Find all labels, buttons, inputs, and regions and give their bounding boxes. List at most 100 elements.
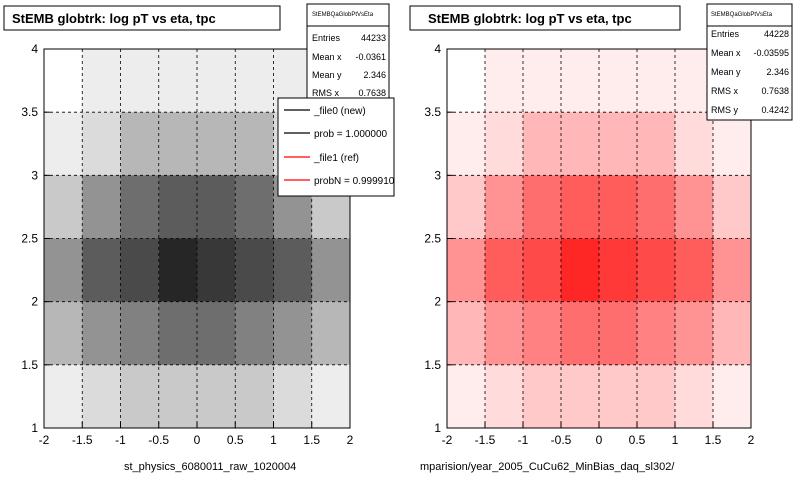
x-tick-label: 0.5: [629, 433, 646, 447]
x-tick-label: 1: [672, 433, 679, 447]
left-chart-title: StEMB globtrk: log pT vs eta, tpc: [12, 11, 216, 26]
y-tick-label: 1: [434, 421, 441, 435]
density-cell: [197, 238, 236, 302]
density-cell: [675, 364, 713, 428]
density-cell: [523, 175, 561, 239]
density-cell: [82, 175, 121, 239]
density-cell: [637, 49, 675, 113]
x-tick-label: -0.5: [551, 433, 572, 447]
right-stats-box: StEMBQaGlobPtVsEta Entries 44228 Mean x …: [706, 3, 793, 121]
density-cell: [447, 238, 485, 302]
density-cell: [485, 301, 523, 365]
density-cell: [235, 301, 274, 365]
y-tick-label: 1.5: [21, 358, 38, 372]
density-cell: [637, 175, 675, 239]
y-tick-label: 3: [31, 168, 38, 182]
right-stats-value-mean-x: -0.03595: [753, 48, 789, 58]
right-y-tick-labels: 1 1.5 2 2.5 3 3.5 4: [424, 42, 453, 435]
legend-label-probn: probN = 0.999910: [314, 176, 395, 187]
density-cell: [120, 175, 159, 239]
x-tick-label: 1: [270, 433, 277, 447]
density-cell: [713, 238, 751, 302]
right-grid: [447, 49, 751, 428]
density-cell: [561, 364, 599, 428]
x-tick-label: -1.5: [475, 433, 496, 447]
density-cell: [158, 238, 197, 302]
left-x-axis-label: st_physics_6080011_raw_1020004: [124, 461, 296, 473]
y-tick-label: 3.5: [21, 105, 38, 119]
x-tick-label: 1.5: [303, 433, 320, 447]
density-cell: [599, 301, 637, 365]
density-cell: [82, 238, 121, 302]
right-panel: -2 -1.5 -1 -0.5 0 0.5 1 1.5 2 1 1.5 2 2.5 3 3.5 4 StEM…: [409, 3, 793, 473]
density-cell: [158, 175, 197, 239]
density-cell: [120, 301, 159, 365]
density-cell: [561, 112, 599, 176]
density-cell: [447, 301, 485, 365]
density-cell: [197, 301, 236, 365]
density-cell: [561, 49, 599, 113]
density-cell: [523, 238, 561, 302]
density-cell: [197, 175, 236, 239]
y-tick-label: 1: [31, 421, 38, 435]
x-tick-label: -1.5: [72, 433, 93, 447]
density-cell: [44, 364, 83, 428]
left-stats-box: StEMBQaGlobPtVsEta Entries 44233 Mean x …: [306, 3, 390, 105]
density-cell: [82, 364, 121, 428]
density-cell: [675, 175, 713, 239]
density-cell: [713, 175, 751, 239]
x-tick-label: 0.5: [227, 433, 244, 447]
density-cell: [599, 112, 637, 176]
density-cell: [120, 49, 159, 113]
y-tick-label: 4: [31, 42, 38, 56]
density-cell: [637, 364, 675, 428]
density-cell: [235, 49, 274, 113]
x-tick-label: 1.5: [705, 433, 722, 447]
right-chart-title: StEMB globtrk: log pT vs eta, tpc: [428, 11, 632, 26]
right-stats-value-mean-y: 2.346: [766, 67, 789, 77]
density-cell: [311, 364, 350, 428]
density-cell: [637, 112, 675, 176]
density-cell: [523, 112, 561, 176]
left-title-box: [3, 5, 281, 31]
right-title-box: [409, 5, 681, 31]
right-stats-frame: [706, 3, 793, 121]
density-cell: [523, 301, 561, 365]
legend-box: _file0 (new) prob = 1.000000 _file1 (ref…: [277, 97, 395, 197]
right-x-tick-labels: -2 -1.5 -1 -0.5 0 0.5 1 1.5 2: [442, 422, 755, 447]
density-cell: [561, 301, 599, 365]
density-cell: [523, 49, 561, 113]
legend-label-ref: _file1 (ref): [313, 153, 359, 164]
x-tick-label: 2: [347, 433, 354, 447]
right-stats-name: StEMBQaGlobPtVsEta: [711, 12, 773, 18]
right-stats-label-entries: Entries: [711, 29, 740, 39]
y-tick-label: 1.5: [424, 358, 441, 372]
density-cell: [675, 112, 713, 176]
density-cell: [120, 238, 159, 302]
density-cell: [485, 238, 523, 302]
density-cell: [120, 364, 159, 428]
y-tick-label: 2.5: [21, 232, 38, 246]
density-cell: [235, 112, 274, 176]
x-tick-label: -2: [39, 433, 50, 447]
x-tick-label: 0: [194, 433, 201, 447]
density-cell: [447, 112, 485, 176]
density-cell: [44, 112, 83, 176]
left-stats-label-entries: Entries: [312, 33, 341, 43]
density-cell: [675, 238, 713, 302]
density-cell: [599, 238, 637, 302]
density-cell: [637, 238, 675, 302]
density-cell: [561, 175, 599, 239]
left-stats-value-mean-x: -0.0361: [355, 52, 386, 62]
density-cell: [82, 49, 121, 113]
x-tick-label: -1: [115, 433, 126, 447]
left-stats-label-mean-y: Mean y: [312, 70, 342, 80]
density-cell: [637, 301, 675, 365]
right-stats-label-rms-x: RMS x: [711, 86, 739, 96]
density-cell: [235, 175, 274, 239]
density-cell: [485, 364, 523, 428]
density-cell: [561, 238, 599, 302]
right-stats-value-rms-x: 0.7638: [761, 86, 789, 96]
density-cell: [599, 49, 637, 113]
